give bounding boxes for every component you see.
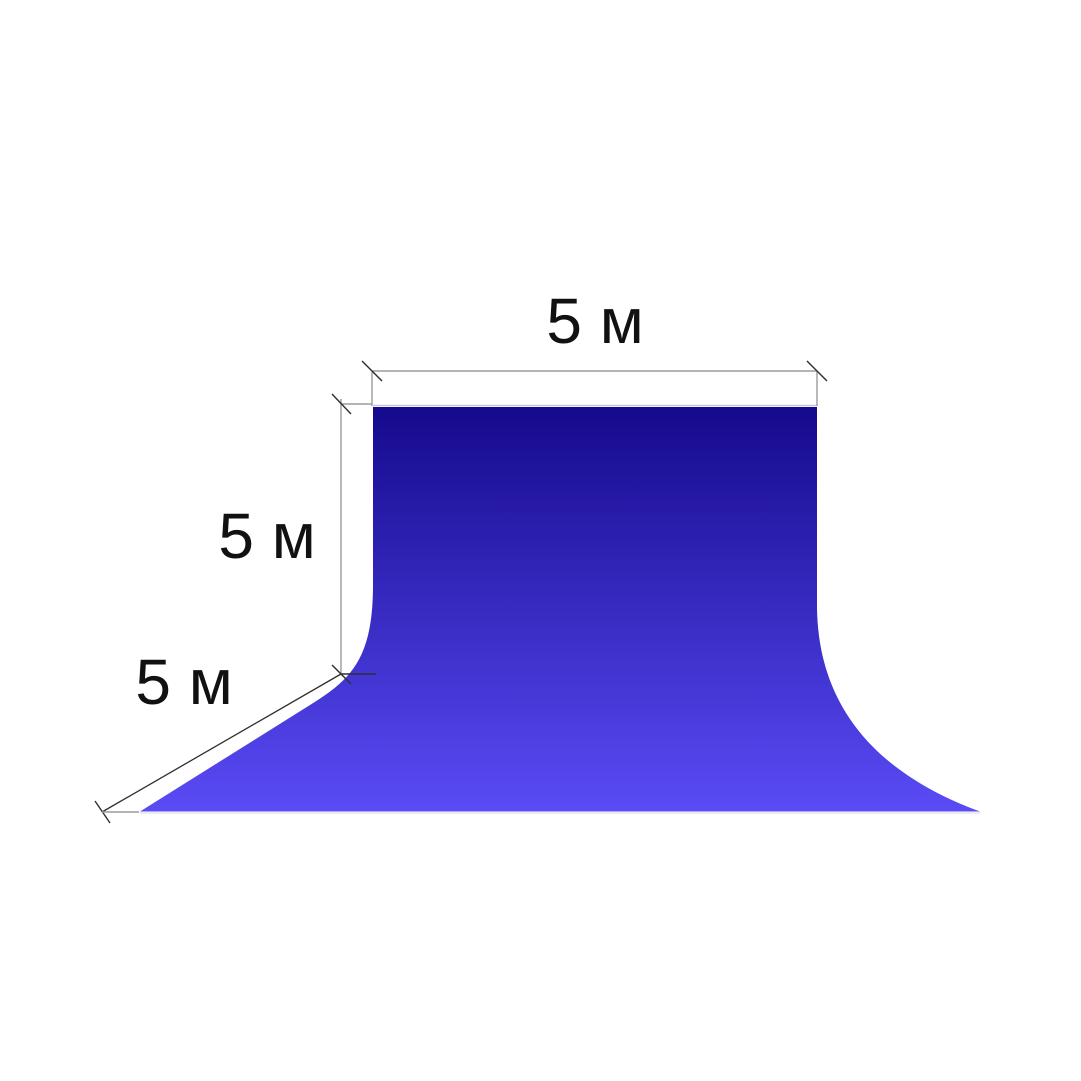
height-dimension-label: 5 м (218, 500, 315, 572)
width-dimension (361, 360, 828, 406)
height-dimension (331, 393, 376, 685)
width-dimension-label: 5 м (546, 285, 643, 357)
depth-dimension-label: 5 м (135, 646, 232, 718)
depth-dimension-line (101, 673, 342, 813)
width-tick-right (806, 360, 828, 382)
width-tick-left (361, 360, 383, 382)
backdrop-shape (140, 407, 980, 812)
height-tick-bottom (331, 664, 352, 685)
height-tick-top (331, 393, 352, 415)
depth-dimension (94, 673, 342, 824)
